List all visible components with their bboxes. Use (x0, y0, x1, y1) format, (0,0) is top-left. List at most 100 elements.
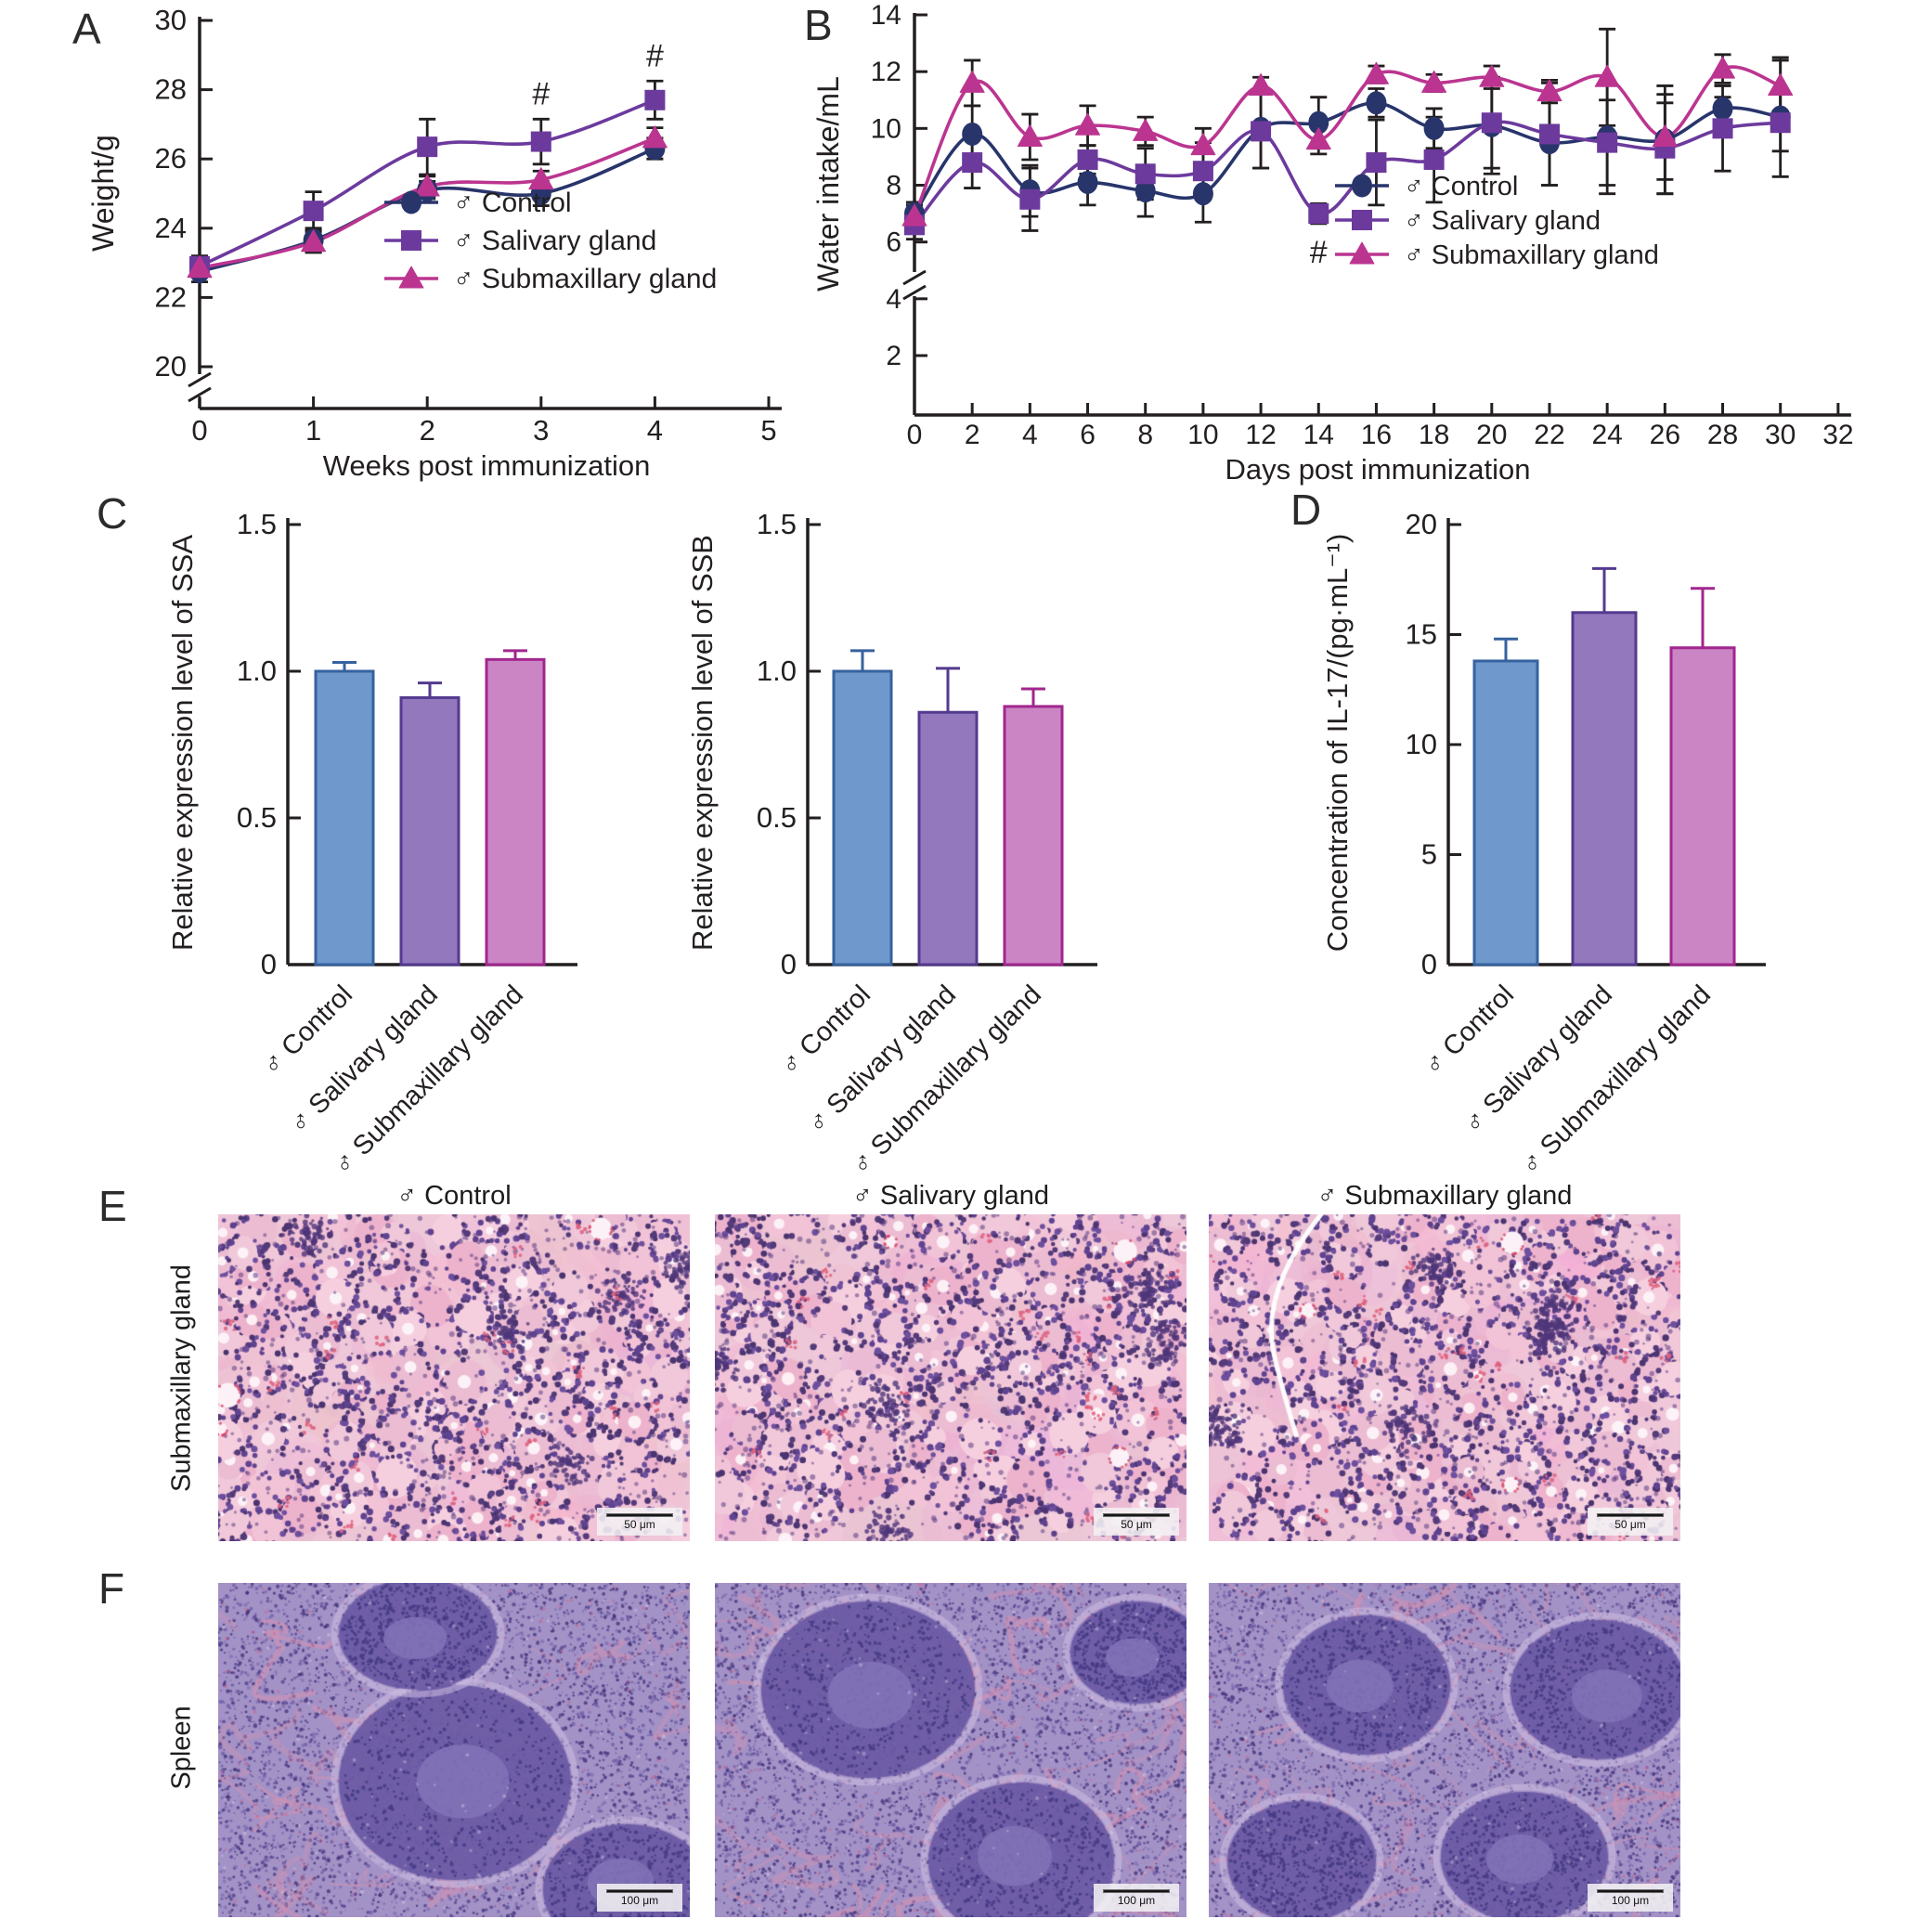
svg-text:Concentration of IL-17/(pg·mL⁻: Concentration of IL-17/(pg·mL⁻¹) (1321, 534, 1354, 953)
histology-image-spleen-salivary (715, 1583, 1186, 1917)
panel-label-d: D (1290, 486, 1323, 534)
histology-image-spleen-submaxillary (1209, 1583, 1680, 1917)
svg-text:4: 4 (886, 284, 901, 315)
svg-text:24: 24 (155, 212, 187, 244)
svg-text:18: 18 (1419, 420, 1449, 450)
svg-text:14: 14 (871, 0, 901, 31)
svg-text:30: 30 (1765, 420, 1796, 450)
svg-text:2: 2 (965, 420, 980, 450)
svg-text:32: 32 (1822, 420, 1853, 450)
svg-text:2: 2 (886, 341, 901, 371)
scale-bar: 50 μm (597, 1508, 682, 1536)
scale-bar-line (606, 1889, 673, 1893)
scale-bar-label: 50 μm (624, 1518, 655, 1531)
svg-text:0: 0 (907, 420, 923, 450)
svg-text:0: 0 (191, 414, 207, 447)
svg-text:#: # (1310, 235, 1328, 270)
svg-text:4: 4 (1022, 420, 1038, 450)
histology-image-submaxillary-salivary (715, 1214, 1186, 1541)
svg-text:26: 26 (155, 142, 187, 175)
svg-text:Days post immunization: Days post immunization (1225, 453, 1530, 486)
svg-text:14: 14 (1303, 420, 1334, 450)
scale-bar-label: 100 μm (620, 1894, 659, 1907)
row-label-submaxillary-gland: Submaxillary gland (166, 1264, 197, 1493)
scale-bar-label: 100 μm (1117, 1894, 1156, 1907)
scale-bar-line (1103, 1889, 1170, 1893)
svg-text:1.5: 1.5 (237, 508, 277, 540)
panel-label-e: E (98, 1182, 128, 1230)
histology-column-title-control: ♂ Control (396, 1181, 512, 1211)
svg-text:2: 2 (420, 414, 435, 447)
svg-text:8: 8 (1137, 420, 1153, 450)
svg-text:30: 30 (155, 4, 187, 36)
svg-text:10: 10 (1187, 420, 1218, 450)
svg-text:6: 6 (1080, 420, 1096, 450)
svg-text:22: 22 (1534, 420, 1564, 450)
svg-text:1.5: 1.5 (757, 508, 797, 540)
svg-text:0: 0 (781, 948, 797, 980)
scale-bar: 100 μm (1588, 1884, 1673, 1912)
scale-bar: 50 μm (1094, 1508, 1179, 1536)
histology-image-submaxillary-control (218, 1214, 690, 1541)
histology-column-title-submaxillary: ♂ Submaxillary gland (1316, 1181, 1573, 1211)
svg-text:Weight/g: Weight/g (86, 135, 120, 252)
svg-text:5: 5 (760, 414, 776, 447)
svg-text:♂ Salivary gland: ♂ Salivary gland (1404, 206, 1601, 236)
svg-text:20: 20 (1406, 508, 1437, 540)
svg-text:0.5: 0.5 (757, 801, 797, 834)
svg-text:1.0: 1.0 (237, 655, 277, 687)
scale-bar: 50 μm (1588, 1508, 1673, 1536)
scale-bar-label: 50 μm (1121, 1518, 1152, 1531)
scale-bar-line (1597, 1513, 1664, 1517)
svg-text:♂ Salivary gland: ♂ Salivary gland (283, 979, 444, 1140)
svg-text:♂ Submaxillary gland: ♂ Submaxillary gland (1515, 979, 1717, 1181)
svg-text:Relative expression level of S: Relative expression level of SSA (166, 535, 199, 951)
svg-text:24: 24 (1591, 420, 1622, 450)
svg-text:♂ Control: ♂ Control (1404, 172, 1518, 201)
svg-text:3: 3 (533, 414, 549, 447)
panel-label-a: A (72, 5, 102, 53)
svg-text:22: 22 (155, 280, 187, 313)
panel-label-c: C (97, 489, 129, 538)
histology-column-title-salivary: ♂ Salivary gland (852, 1181, 1049, 1211)
scale-bar-label: 100 μm (1611, 1894, 1650, 1907)
svg-text:1.0: 1.0 (757, 655, 797, 687)
svg-text:4: 4 (647, 414, 663, 447)
svg-text:20: 20 (155, 350, 187, 383)
scale-bar-line (1597, 1889, 1664, 1893)
svg-text:10: 10 (1406, 728, 1437, 760)
svg-text:0: 0 (261, 948, 277, 980)
svg-text:20: 20 (1476, 420, 1507, 450)
svg-text:Weeks post immunization: Weeks post immunization (323, 449, 651, 482)
svg-text:6: 6 (886, 227, 901, 258)
svg-text:Water intake/mL: Water intake/mL (811, 76, 845, 292)
histology-image-spleen-control (218, 1583, 690, 1917)
svg-text:8: 8 (886, 171, 901, 201)
svg-text:16: 16 (1361, 420, 1392, 450)
svg-text:♂ Submaxillary gland: ♂ Submaxillary gland (453, 264, 717, 294)
svg-text:0.5: 0.5 (237, 801, 277, 834)
svg-text:0: 0 (1421, 948, 1437, 980)
svg-text:#: # (646, 38, 664, 73)
scale-bar-line (606, 1513, 673, 1517)
scale-bar: 100 μm (597, 1884, 682, 1912)
row-label-spleen: Spleen (166, 1705, 197, 1790)
scale-bar: 100 μm (1094, 1884, 1179, 1912)
svg-text:12: 12 (1245, 420, 1276, 450)
panel-label-f: F (98, 1564, 126, 1613)
svg-text:Relative expression level of S: Relative expression level of SSB (686, 535, 719, 951)
svg-text:28: 28 (1707, 420, 1738, 450)
svg-text:15: 15 (1406, 618, 1437, 651)
histology-image-submaxillary-submaxillary (1209, 1214, 1680, 1541)
svg-text:28: 28 (155, 73, 187, 106)
svg-text:♂ Control: ♂ Control (453, 188, 572, 218)
svg-text:♂ Control: ♂ Control (1418, 979, 1520, 1082)
svg-text:#: # (532, 76, 550, 111)
scale-bar-line (1103, 1513, 1170, 1517)
svg-text:5: 5 (1421, 838, 1437, 871)
svg-text:26: 26 (1650, 420, 1680, 450)
svg-text:♂ Salivary gland: ♂ Salivary gland (453, 226, 656, 256)
scale-bar-label: 50 μm (1614, 1518, 1646, 1531)
